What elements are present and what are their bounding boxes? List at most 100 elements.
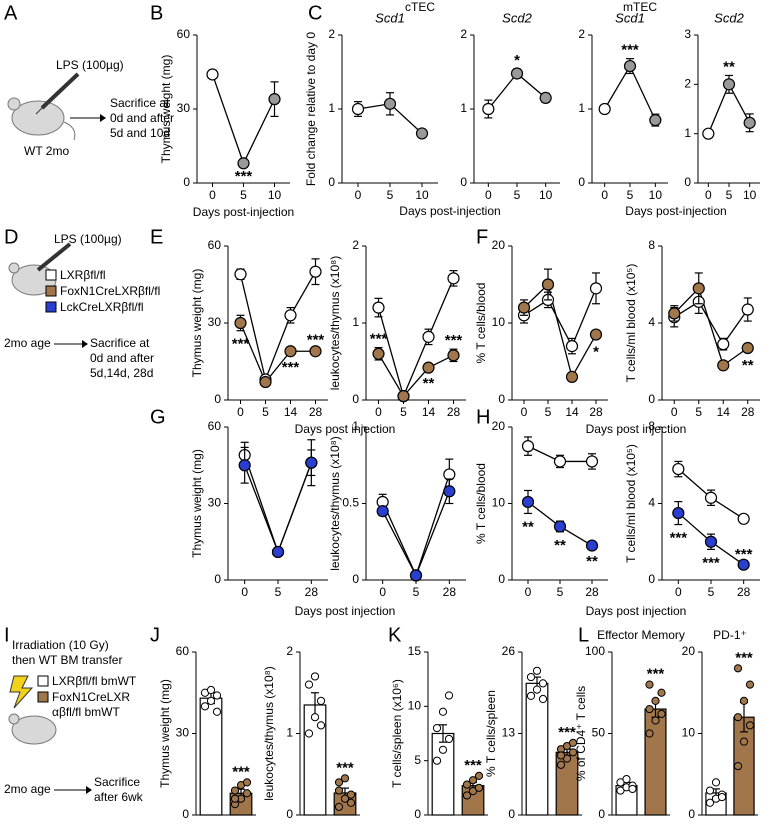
legend-label: FoxN1CreLXR xyxy=(52,690,130,704)
data-point xyxy=(704,491,718,504)
x-tick-label: 28 xyxy=(305,585,319,599)
data-point xyxy=(568,738,578,748)
data-point xyxy=(672,462,685,476)
mouse-icon xyxy=(8,713,57,745)
x-tick-label: 28 xyxy=(443,585,457,599)
data-point xyxy=(316,696,326,706)
data-point xyxy=(346,790,356,799)
series-line xyxy=(523,288,597,348)
data-point xyxy=(304,729,314,738)
legend-label: LckCreLXRβfl/fl xyxy=(60,300,144,314)
schematic-text: 0d and after xyxy=(90,351,154,365)
group-header: mTEC xyxy=(623,0,657,14)
y-tick-label: 60 xyxy=(208,419,222,433)
data-point xyxy=(705,786,715,795)
y-tick-label: 2 xyxy=(286,644,293,658)
data-point xyxy=(422,330,435,343)
y-tick-label: 1 xyxy=(286,726,293,740)
data-point xyxy=(743,116,756,129)
x-tick-label: 14 xyxy=(717,405,731,419)
y-tick-label: 30 xyxy=(176,726,190,740)
data-point xyxy=(668,307,681,320)
data-point xyxy=(692,282,705,295)
series-line xyxy=(211,74,276,165)
x-axis-label: Days post injection xyxy=(295,604,396,618)
x-tick-label: 5 xyxy=(262,405,269,419)
x-tick-label: 5 xyxy=(695,405,702,419)
legend-swatch xyxy=(45,269,57,281)
significance: ** xyxy=(742,357,754,374)
y-tick-label: 30 xyxy=(208,315,222,329)
data-point xyxy=(745,680,755,689)
x-tick-label: 0 xyxy=(241,585,248,599)
data-point xyxy=(444,734,454,744)
x-tick-label: 0 xyxy=(601,188,608,202)
data-point xyxy=(212,707,222,716)
data-point xyxy=(346,798,356,807)
y-tick-label: 1 xyxy=(352,419,359,433)
bar xyxy=(303,704,327,816)
significance: *** xyxy=(282,359,300,376)
data-point xyxy=(538,679,548,688)
series-line xyxy=(382,474,450,578)
y-axis-label: % T cells/blood xyxy=(474,463,488,544)
legend-label: FoxN1CreLXRβfl/fl xyxy=(60,284,160,298)
data-point xyxy=(206,68,219,81)
data-point xyxy=(553,520,567,533)
y-tick-label: 10 xyxy=(492,315,506,329)
data-point xyxy=(598,102,611,116)
schematic-text: 2mo age xyxy=(4,782,51,796)
y-tick-label: 0 xyxy=(286,807,293,821)
series-line xyxy=(244,462,312,554)
x-tick-label: 28 xyxy=(447,405,461,419)
series-line xyxy=(239,271,317,382)
data-point xyxy=(651,716,660,725)
mouse-icon xyxy=(7,72,80,141)
data-point xyxy=(722,78,736,91)
data-point xyxy=(383,97,397,110)
y-tick-label: 60 xyxy=(176,644,190,658)
x-tick-label: 10 xyxy=(415,188,429,202)
panel-label: G xyxy=(150,406,166,428)
data-point xyxy=(447,272,460,285)
y-tick-label: 0 xyxy=(414,807,421,821)
panel-label: K xyxy=(388,624,402,646)
data-point xyxy=(553,455,567,468)
data-point xyxy=(645,680,654,689)
x-tick-label: 10 xyxy=(743,188,757,202)
data-point xyxy=(462,791,472,800)
significance: *** xyxy=(670,530,688,547)
data-point xyxy=(238,459,251,472)
y-axis-label: T cells/ml blood (x10⁵) xyxy=(624,444,638,563)
y-tick-label: 30 xyxy=(177,101,191,115)
data-point xyxy=(538,694,548,704)
x-tick-label: 0 xyxy=(525,585,532,599)
data-point xyxy=(541,278,555,291)
x-tick-label: 5 xyxy=(708,585,715,599)
y-tick-label: 0 xyxy=(598,807,605,821)
data-point xyxy=(739,696,749,706)
data-point xyxy=(259,375,272,389)
data-point xyxy=(230,794,240,803)
data-point xyxy=(284,345,297,358)
series-line xyxy=(377,278,455,399)
significance: *** xyxy=(702,554,720,571)
data-point xyxy=(733,762,743,771)
y-tick-label: 13 xyxy=(502,726,516,740)
data-point xyxy=(447,349,460,362)
data-point xyxy=(556,751,566,760)
y-axis-label: T cells/ml blood (x10⁵) xyxy=(624,264,638,383)
x-tick-label: 5 xyxy=(545,405,552,419)
y-axis-label: leukocytes/thymus (x10⁸) xyxy=(328,436,342,570)
series-line xyxy=(673,287,749,367)
y-tick-label: 15 xyxy=(408,644,422,658)
data-point xyxy=(702,127,715,140)
x-tick-label: 28 xyxy=(585,585,599,599)
data-point xyxy=(717,338,730,351)
x-axis-label: Days post injection xyxy=(586,422,687,436)
significance: ** xyxy=(423,375,435,392)
panel-label: I xyxy=(4,624,10,646)
significance: *** xyxy=(621,42,639,59)
schematic-text: LPS (100µg) xyxy=(54,232,122,246)
bar xyxy=(199,697,223,816)
